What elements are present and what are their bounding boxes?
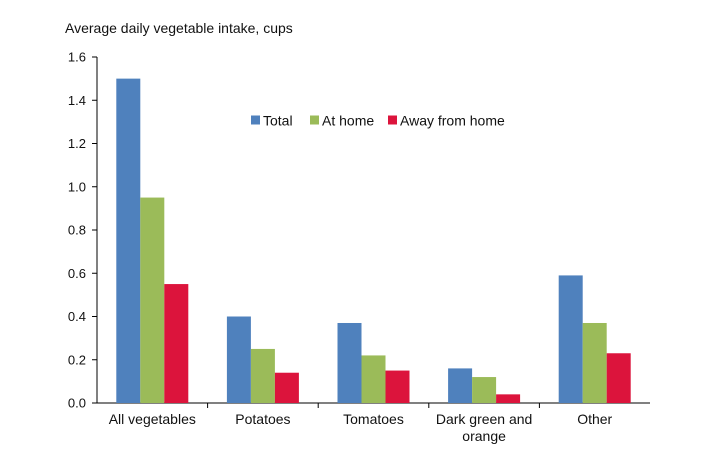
bars <box>116 78 631 403</box>
legend-swatch <box>251 115 260 125</box>
bar-away-from-home <box>274 372 299 403</box>
x-category-label: Dark green and orange <box>436 411 533 444</box>
bar-at-home <box>140 197 165 403</box>
bar-at-home <box>361 355 386 403</box>
legend-swatch <box>310 115 319 125</box>
bar-away-from-home <box>385 370 410 403</box>
y-tick-label: 1.2 <box>68 136 86 151</box>
y-tick-label: 1.0 <box>68 179 86 194</box>
chart-title: Average daily vegetable intake, cups <box>65 20 293 36</box>
y-tick-label: 1.6 <box>68 50 86 65</box>
x-category-label-line: Dark green and <box>436 411 533 427</box>
x-axis: All vegetables Potatoes Tomatoes Dark green… <box>97 402 650 444</box>
legend-label: Away from home <box>400 113 505 129</box>
x-category-label-line: All vegetables <box>109 411 196 427</box>
bar-total <box>558 275 583 403</box>
y-tick-label: 0.0 <box>68 396 86 411</box>
bar-total <box>337 322 362 403</box>
bar-away-from-home <box>606 353 631 403</box>
bar-total <box>448 368 473 403</box>
x-category-label: Other <box>577 411 612 427</box>
x-category-label: All vegetables <box>109 411 196 427</box>
bar-total <box>226 316 251 403</box>
y-tick-label: 0.2 <box>68 352 86 367</box>
bar-at-home <box>582 322 607 403</box>
x-category-label-line: Other <box>577 411 612 427</box>
y-tick-label: 0.4 <box>68 309 86 324</box>
bar-away-from-home <box>496 394 521 403</box>
bar-total <box>116 78 141 403</box>
legend-label: At home <box>322 113 374 129</box>
x-category-label-line: Potatoes <box>235 411 290 427</box>
bar-at-home <box>250 348 275 403</box>
legend: Total At home Away from home <box>251 113 505 129</box>
x-category-label-line: orange <box>462 428 506 444</box>
bar-at-home <box>472 377 497 403</box>
legend-swatch <box>388 115 397 125</box>
x-category-label-line: Tomatoes <box>343 411 404 427</box>
legend-label: Total <box>263 113 293 129</box>
y-tick-label: 0.6 <box>68 266 86 281</box>
x-category-label: Tomatoes <box>343 411 404 427</box>
bar-away-from-home <box>164 284 189 403</box>
x-category-label: Potatoes <box>235 411 290 427</box>
y-axis: 0.0 0.2 0.4 0.6 0.8 1.0 1.2 1.4 1.6 <box>68 50 98 411</box>
y-tick-label: 0.8 <box>68 223 86 238</box>
y-tick-label: 1.4 <box>68 93 86 108</box>
